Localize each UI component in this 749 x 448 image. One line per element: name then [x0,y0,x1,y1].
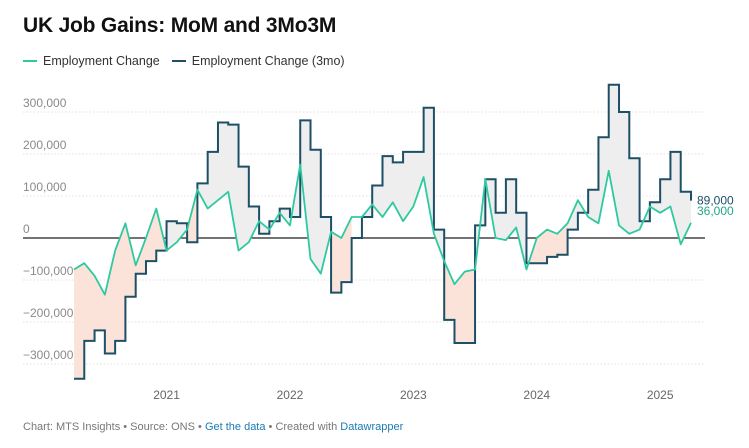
x-tick-label-2021: 2021 [153,388,180,402]
x-tick-label-2024: 2024 [523,388,550,402]
positive-shading [166,84,692,274]
legend-label-employment-change-3mo: Employment Change (3mo) [191,54,345,68]
y-tick-label-300000: 300,000 [23,96,67,110]
legend-swatch-employment-change-3mo [171,60,186,62]
chart-title: UK Job Gains: MoM and 3Mo3M [23,14,337,37]
footer-created-with: • Created with [265,421,341,433]
x-tick-label-2025: 2025 [647,388,674,402]
series-employment-change [73,163,692,296]
legend-swatch-employment-change [23,60,37,62]
axis-labels: 300,000 200,000 100,000 0 −100,000 −200,000 −3… [23,96,734,402]
end-label-mom: 36,000 [697,204,734,218]
series-lines [73,83,692,380]
legend-item-employment-change: Employment Change [23,54,160,68]
y-tick-label--100000: −100,000 [23,264,74,278]
end-label-3mo: 89,000 [697,194,734,208]
get-data-link[interactable]: Get the data [204,421,266,433]
series-employment-change-3mo [74,83,692,380]
x-tick-label-2023: 2023 [400,388,427,402]
legend: Employment Change Employment Change (3mo… [23,54,357,68]
y-tick-label-200000: 200,000 [23,138,67,152]
x-tick-label-2022: 2022 [277,388,304,402]
datawrapper-link[interactable]: Datawrapper [340,421,404,433]
y-tick-label--300000: −300,000 [23,348,74,362]
y-tick-label-100000: 100,000 [23,180,67,194]
y-tick-label-0: 0 [23,222,30,236]
footer: Chart: MTS Insights • Source: ONS • Get … [23,421,403,433]
y-tick-label--200000: −200,000 [23,306,74,320]
gridlines [23,111,705,365]
footer-source: Chart: MTS Insights • Source: ONS • [23,421,205,433]
legend-item-employment-change-3mo: Employment Change (3mo) [171,54,345,68]
legend-label-employment-change: Employment Change [43,54,160,68]
